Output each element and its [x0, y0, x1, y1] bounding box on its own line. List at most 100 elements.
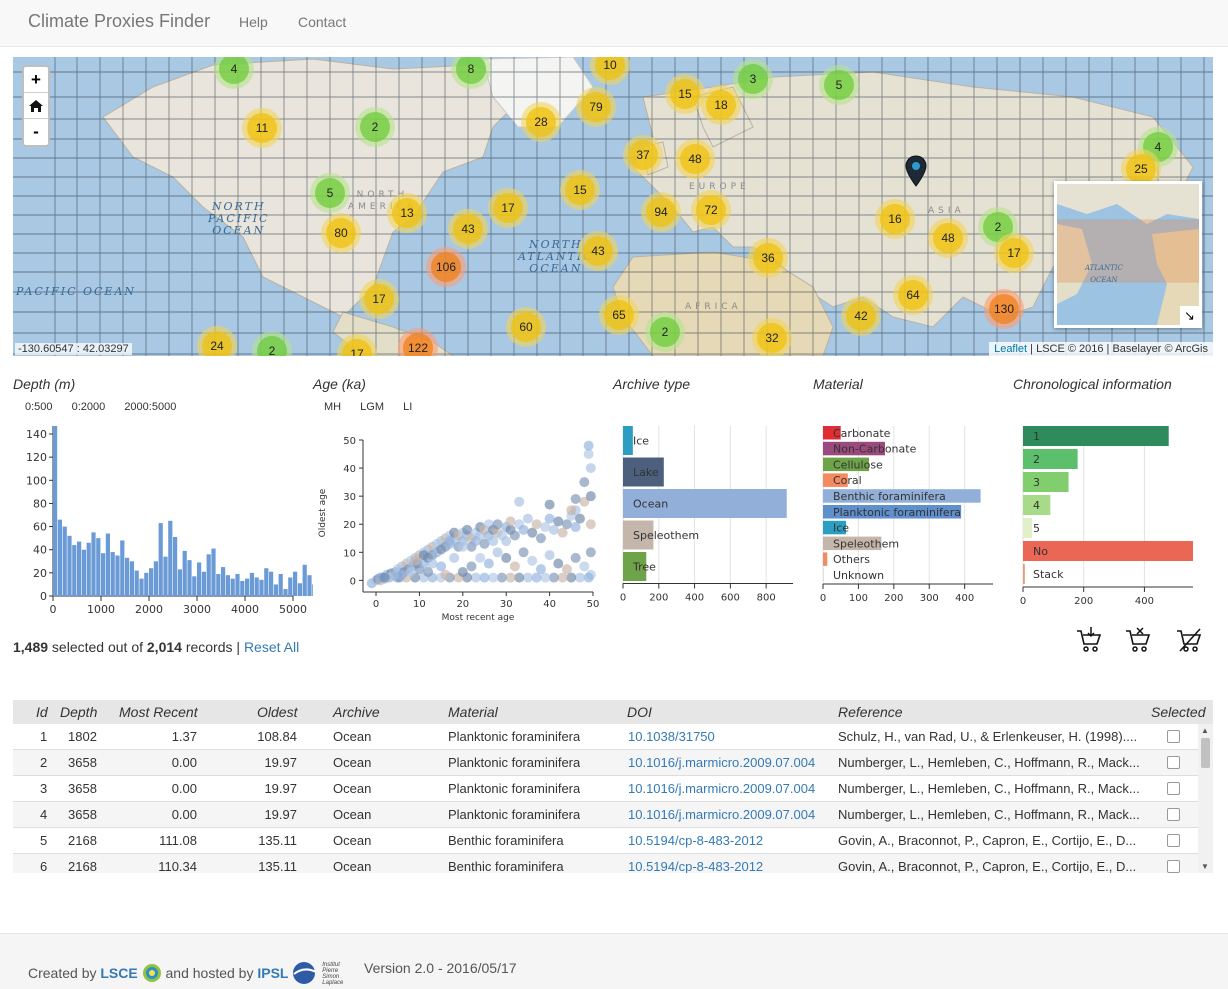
reset-all-link[interactable]: Reset All [243, 639, 300, 655]
table-scrollbar[interactable]: ▲ ▼ [1198, 724, 1213, 873]
row-select-checkbox[interactable] [1167, 782, 1180, 795]
map-cluster-marker[interactable]: 43 [448, 209, 488, 249]
map-cluster-marker[interactable]: 16 [875, 199, 915, 239]
map-cluster-marker[interactable]: 79 [576, 87, 616, 127]
row-select-checkbox[interactable] [1167, 834, 1180, 847]
lsce-link[interactable]: LSCE [100, 965, 138, 981]
minimap-toggle-button[interactable]: ↘ [1180, 306, 1199, 325]
cart-clear-button[interactable] [1176, 627, 1202, 655]
ipsl-link[interactable]: IPSL [257, 965, 289, 981]
header-oldest[interactable]: Oldest [257, 704, 298, 720]
cell-doi-link[interactable]: 10.5194/cp-8-483-2012 [628, 859, 764, 873]
map-cluster-marker[interactable]: 18 [701, 85, 741, 125]
nav-help-link[interactable]: Help [239, 14, 268, 30]
map-cluster-marker[interactable]: 4 [214, 57, 254, 89]
header-selected[interactable]: Selected [1151, 704, 1206, 720]
table-row[interactable]: 4 3658 0.00 19.97 Ocean Planktonic foram… [13, 802, 1198, 828]
cart-add-button[interactable] [1076, 627, 1102, 655]
nav-contact-link[interactable]: Contact [298, 14, 347, 30]
map-cluster-marker[interactable]: 32 [752, 318, 792, 356]
map-cluster-marker[interactable]: 36 [748, 238, 788, 278]
age-filter-mh[interactable]: MH [324, 401, 342, 413]
table-row[interactable]: 6 2168 110.34 135.11 Ocean Benthic foram… [13, 854, 1198, 873]
map-cluster-marker[interactable]: 15 [665, 74, 705, 114]
map-cluster-marker[interactable]: 17 [488, 188, 528, 228]
age-scatter[interactable]: 0 10 20 30 40 50 0 10 20 30 40 50 Most recent age Old… [313, 420, 613, 652]
map-cluster-marker[interactable]: 130 [984, 289, 1024, 329]
row-select-checkbox[interactable] [1167, 730, 1180, 743]
map-cluster-marker[interactable]: 80 [321, 213, 361, 253]
header-reference[interactable]: Reference [838, 704, 903, 720]
map-cluster-marker[interactable]: 2 [252, 331, 292, 356]
map-cluster-marker[interactable]: 3 [733, 59, 773, 99]
scroll-down-icon[interactable]: ▼ [1201, 862, 1209, 871]
cell-doi-link[interactable]: 10.1016/j.marmicro.2009.07.004 [628, 781, 816, 796]
map-cluster-marker[interactable]: 48 [928, 218, 968, 258]
depth-filter-0-500[interactable]: 0:500 [25, 401, 53, 413]
map-cluster-marker[interactable]: 65 [599, 295, 639, 335]
archive-rowchart[interactable]: 0 200 400 600 800 Ice Lake Ocean Speleothem Tree [613, 420, 808, 652]
depth-histogram[interactable]: 0 20 40 60 80 100 120 140 0 1000 2000 3000 4000 5000 [13, 420, 313, 652]
map-cluster-marker[interactable]: 17 [359, 279, 399, 319]
scroll-thumb[interactable] [1201, 738, 1210, 768]
header-id[interactable]: Id [36, 704, 48, 720]
chrono-bar-label: No [1033, 545, 1048, 558]
zoom-out-button[interactable]: - [33, 122, 39, 141]
map[interactable]: NORTH PACIFIC OCEAN NORTH ATLANTIC OCEAN… [13, 57, 1213, 356]
map-cluster-marker[interactable]: 28 [521, 102, 561, 142]
map-cluster-marker[interactable]: 60 [506, 307, 546, 347]
map-cluster-marker[interactable]: 5 [819, 65, 859, 105]
row-select-checkbox[interactable] [1167, 860, 1180, 873]
map-cluster-marker[interactable]: 17 [337, 334, 377, 356]
cart-remove-button[interactable] [1125, 627, 1151, 655]
table-row[interactable]: 2 3658 0.00 19.97 Ocean Planktonic foram… [13, 750, 1198, 776]
map-cluster-marker[interactable]: 8 [451, 57, 491, 89]
map-cluster-marker[interactable]: 2 [355, 107, 395, 147]
zoom-in-button[interactable]: + [24, 67, 48, 93]
table-row[interactable]: 5 2168 111.08 135.11 Ocean Benthic foram… [13, 828, 1198, 854]
map-cluster-marker[interactable]: 106 [426, 247, 466, 287]
map-cluster-marker[interactable]: 11 [242, 108, 282, 148]
map-cluster-marker[interactable]: 24 [197, 326, 237, 356]
map-cluster-marker[interactable]: 17 [994, 233, 1034, 273]
leaflet-link[interactable]: Leaflet [994, 343, 1028, 355]
minimap[interactable]: ATLANTIC OCEAN ↘ [1054, 181, 1202, 328]
material-rowchart[interactable]: 0 100 200 300 400 Carbonate Non-Carbonate Cellu… [813, 420, 1008, 652]
map-cluster-marker[interactable]: 42 [841, 296, 881, 336]
home-button[interactable] [24, 93, 48, 119]
map-cluster-marker[interactable]: 48 [675, 139, 715, 179]
header-depth[interactable]: Depth [60, 704, 98, 720]
age-filter-li[interactable]: LI [403, 401, 413, 413]
map-cluster-marker[interactable]: 94 [641, 192, 681, 232]
row-select-checkbox[interactable] [1167, 808, 1180, 821]
depth-bar [67, 535, 72, 596]
map-cluster-marker[interactable]: 64 [893, 275, 933, 315]
map-cluster-marker[interactable]: 15 [560, 170, 600, 210]
map-cluster-marker[interactable]: 122 [398, 328, 438, 356]
map-cluster-marker[interactable]: 37 [623, 135, 663, 175]
header-most-recent[interactable]: Most Recent [119, 704, 198, 720]
map-marker-pin[interactable] [905, 155, 927, 190]
row-select-checkbox[interactable] [1167, 756, 1180, 769]
depth-filter-0-2000[interactable]: 0:2000 [71, 401, 106, 413]
cell-doi-link[interactable]: 10.1016/j.marmicro.2009.07.004 [628, 755, 816, 770]
header-archive[interactable]: Archive [333, 704, 380, 720]
map-cluster-marker[interactable]: 25 [1121, 149, 1161, 189]
map-cluster-marker[interactable]: 13 [387, 193, 427, 233]
cell-doi-link[interactable]: 10.5194/cp-8-483-2012 [628, 833, 764, 848]
age-filter-lgm[interactable]: LGM [360, 401, 385, 413]
cell-doi-link[interactable]: 10.1016/j.marmicro.2009.07.004 [628, 807, 816, 822]
header-material[interactable]: Material [448, 704, 498, 720]
chrono-rowchart[interactable]: 0 200 400 1 2 3 4 5 No Stack [1013, 420, 1208, 652]
map-cluster-marker[interactable]: 72 [691, 190, 731, 230]
app-brand[interactable]: Climate Proxies Finder [28, 11, 211, 31]
table-row[interactable]: 3 3658 0.00 19.97 Ocean Planktonic foram… [13, 776, 1198, 802]
scroll-up-icon[interactable]: ▲ [1201, 726, 1209, 735]
map-cluster-marker[interactable]: 43 [578, 231, 618, 271]
depth-filter-2000-5000[interactable]: 2000:5000 [124, 401, 177, 413]
header-doi[interactable]: DOI [627, 704, 652, 720]
table-row[interactable]: 1 1802 1.37 108.84 Ocean Planktonic fora… [13, 724, 1198, 750]
map-cluster-marker[interactable]: 2 [645, 312, 685, 352]
cell-doi-link[interactable]: 10.1038/31750 [628, 729, 715, 744]
map-cluster-marker[interactable]: 5 [310, 173, 350, 213]
